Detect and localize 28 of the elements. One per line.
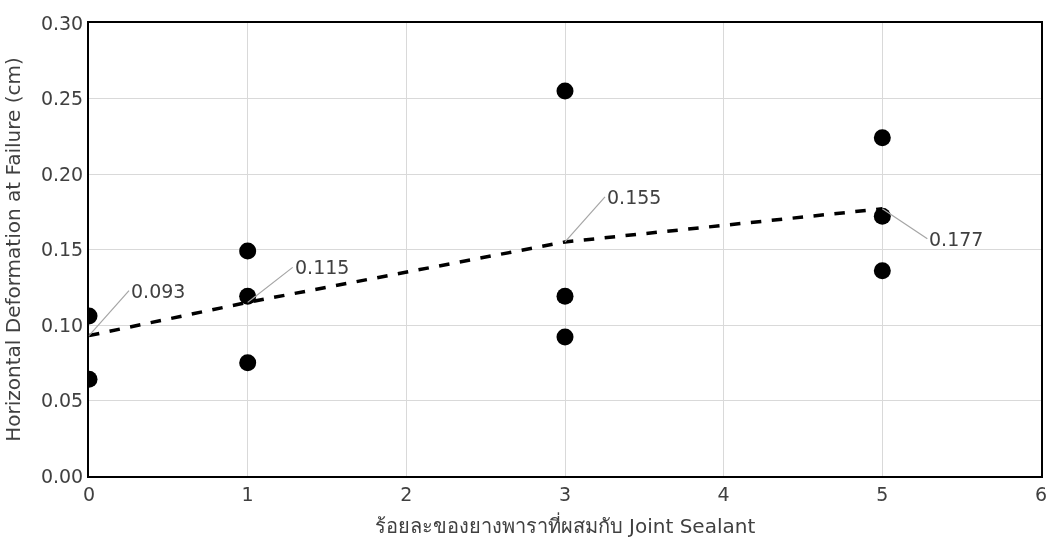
annotation: 0.155 [607,186,662,208]
point [556,328,574,346]
x-tick-label: 1 [241,482,254,505]
point [556,287,574,305]
x-tick-label: 4 [717,482,730,505]
x-axis-title: ร้อยละของยางพาราที่ผสมกับ Joint Sealant [374,511,756,538]
annotation: 0.115 [295,256,350,278]
x-tick-label: 3 [558,482,572,505]
x-tick-label: 5 [876,482,889,505]
point [239,242,257,260]
annotation: 0.093 [131,280,186,302]
y-axis-title: Horizontal Deformation at Failure (cm) [0,57,25,442]
y-tick-label: 0.30 [40,11,84,34]
y-tick-label: 0.25 [40,87,84,110]
x-tick-label: 0 [82,482,96,505]
annotation: 0.177 [929,228,984,250]
y-tick-label: 0.10 [40,313,84,336]
y-tick-label: 0.15 [40,238,84,261]
point [239,354,257,372]
point [239,287,257,305]
y-tick-label: 0.20 [40,162,84,185]
x-tick-label: 2 [400,482,413,505]
point [873,129,891,147]
x-tick-label: 6 [1034,482,1048,505]
point [873,262,891,280]
y-tick-label: 0.00 [40,464,84,487]
y-tick-label: 0.05 [40,389,84,412]
point [556,82,574,100]
